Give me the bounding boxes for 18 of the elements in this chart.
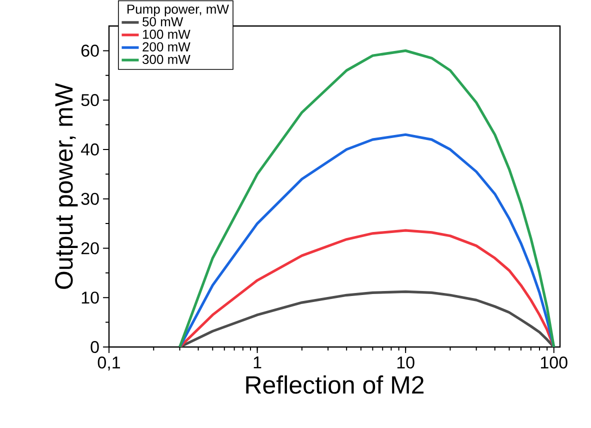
y-tick-label: 10 — [82, 292, 99, 304]
y-tick-label: 40 — [80, 143, 99, 156]
x-tick-label: 100 — [540, 356, 568, 369]
x-tick-label: 0,1 — [98, 356, 120, 371]
legend-label: 300 mW — [142, 54, 190, 64]
y-tick-label: 60 — [81, 44, 99, 57]
y-tick-label: 20 — [81, 242, 99, 254]
legend-title: Pump power, mW — [127, 4, 229, 16]
x-tick-label: 10 — [397, 356, 414, 369]
legend-label: 100 mW — [143, 30, 190, 39]
y-tick-label: 50 — [81, 94, 99, 106]
y-tick-label: 30 — [81, 192, 99, 205]
legend-label: 200 mW — [142, 42, 190, 52]
legend-label: 50 mW — [142, 17, 184, 26]
x-axis-title: Reflection of M2 — [246, 375, 424, 394]
x-tick-label: 1 — [254, 356, 262, 368]
y-axis-title: Output power, mW — [55, 83, 78, 289]
y-tick-label: 0 — [90, 340, 99, 354]
